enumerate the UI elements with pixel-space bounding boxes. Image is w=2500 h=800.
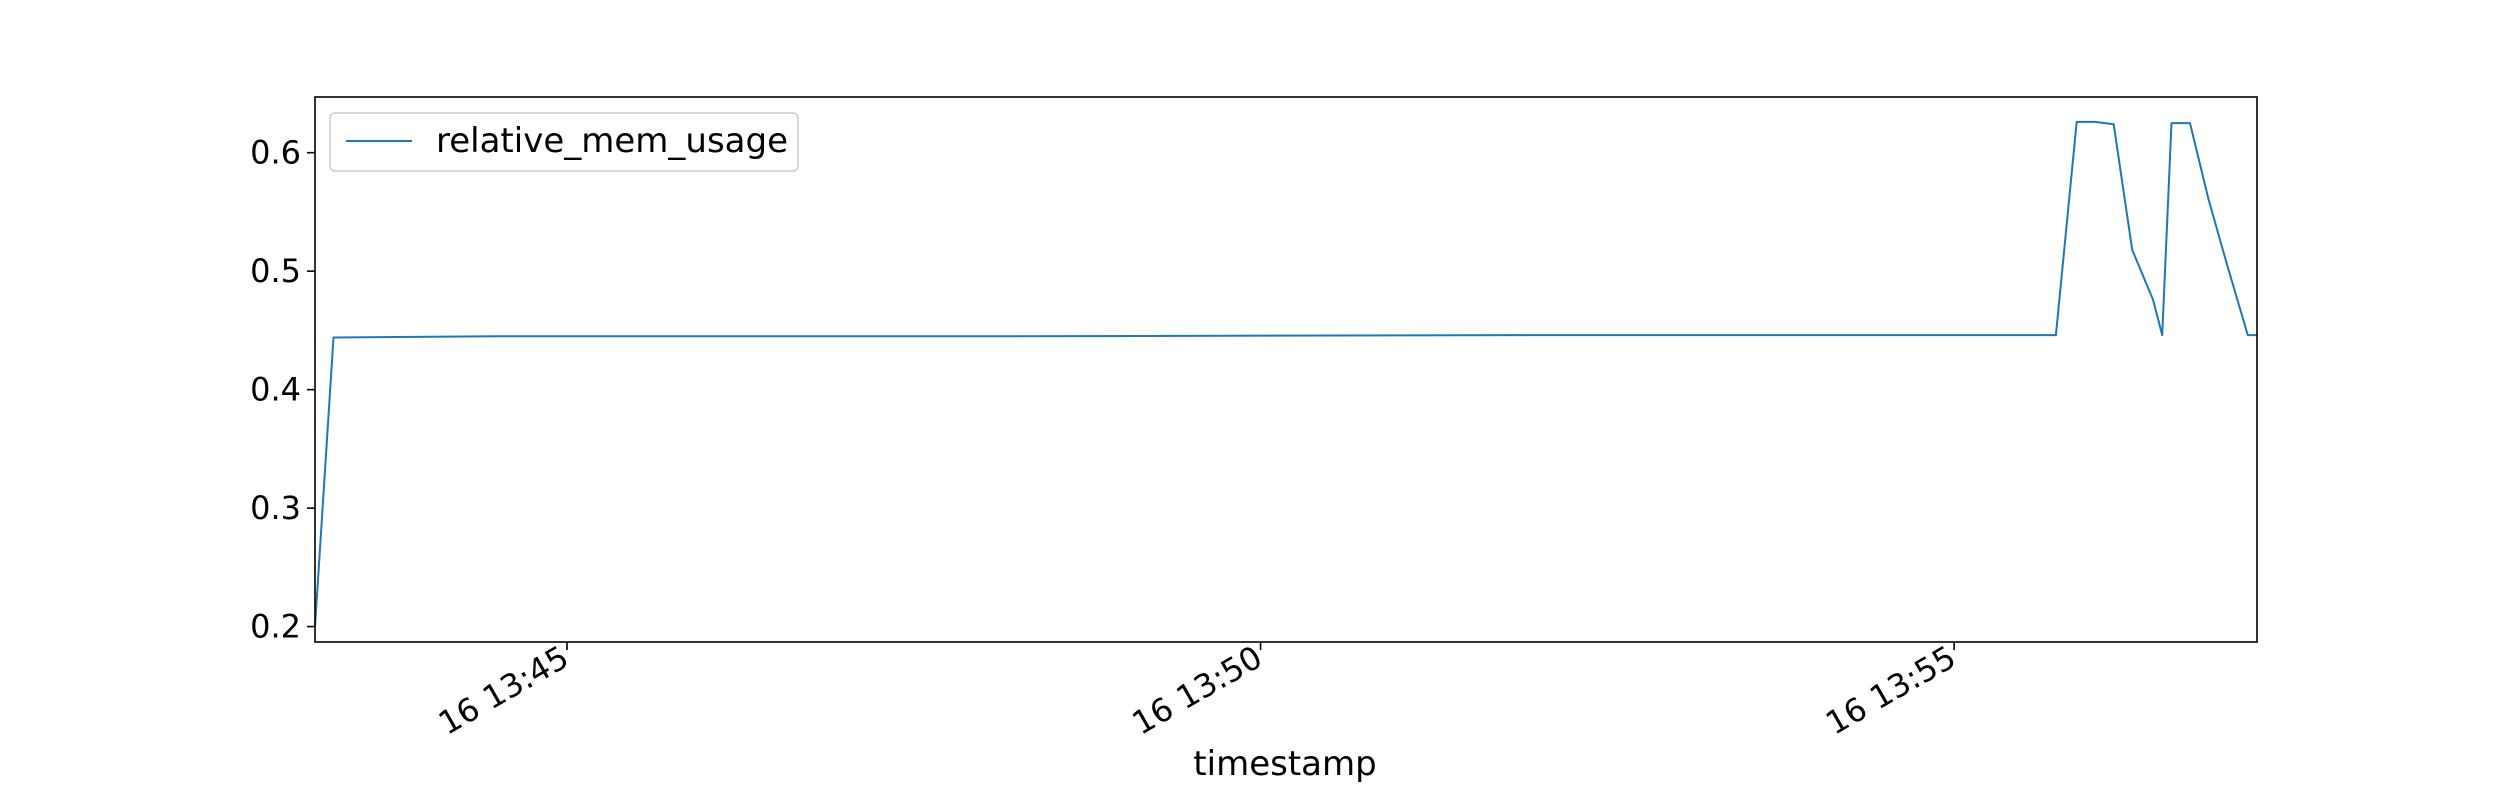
plot-frame: [314, 96, 2258, 643]
y-axis: 0.2 0.3 0.4 0.5 0.6: [250, 134, 315, 646]
series-line-relative-mem-usage: [314, 120, 2257, 627]
plot-area: [314, 96, 2258, 643]
y-tick-label: 0.6: [250, 134, 301, 172]
y-tick-label: 0.3: [250, 489, 301, 527]
y-tick-label: 0.4: [250, 371, 301, 409]
legend: relative_mem_usage: [329, 112, 799, 172]
y-tick-label: 0.5: [250, 252, 301, 290]
legend-label-relative-mem-usage: relative_mem_usage: [436, 121, 788, 161]
legend-frame: [329, 112, 799, 172]
x-axis-label: timestamp: [1193, 744, 1376, 784]
y-tick-label: 0.2: [250, 608, 301, 646]
